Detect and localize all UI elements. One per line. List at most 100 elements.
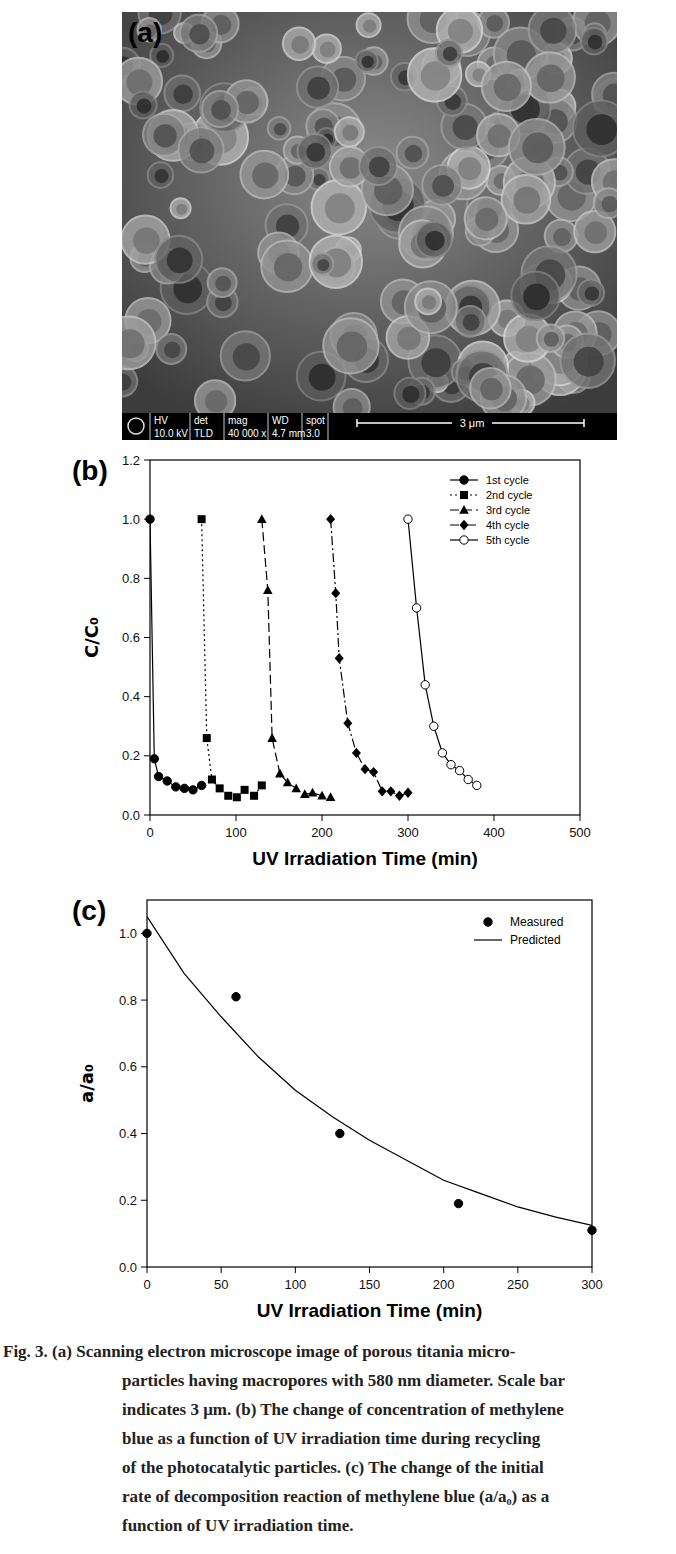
- x-tick: [443, 1267, 444, 1273]
- sem-pore: [588, 35, 603, 50]
- sem-pore: [320, 42, 336, 58]
- x-tick-label: 250: [507, 1277, 529, 1292]
- sem-particle: [312, 180, 366, 234]
- data-point: [361, 764, 370, 774]
- y-tick-label: 0.0: [119, 1260, 137, 1275]
- series-line: [331, 519, 408, 796]
- sem-pore: [274, 123, 286, 135]
- data-point: [447, 761, 455, 769]
- data-point: [263, 585, 273, 594]
- data-point: [257, 514, 267, 523]
- sem-pore: [154, 169, 168, 183]
- data-point: [369, 767, 378, 777]
- legend-label: Measured: [510, 915, 563, 929]
- sem-pore: [164, 342, 180, 358]
- sem-particle: [268, 117, 291, 140]
- sem-pore: [325, 193, 355, 223]
- data-point: [331, 588, 340, 598]
- info-value: 4.7 mm: [272, 428, 305, 439]
- sem-pore: [514, 187, 541, 214]
- panel-label: (c): [72, 895, 106, 926]
- x-tick: [322, 815, 323, 821]
- sem-particle: [537, 324, 564, 351]
- sem-particle: [502, 175, 551, 224]
- y-tick-label: 1.0: [119, 926, 137, 941]
- sem-pore: [342, 125, 358, 141]
- data-point: [232, 993, 240, 1001]
- data-point: [208, 776, 216, 784]
- x-tick-label: 200: [311, 825, 333, 840]
- y-tick-label: 0.0: [122, 808, 140, 823]
- data-point: [343, 718, 352, 728]
- caption-line: rate of decomposition reaction of methyl…: [122, 1487, 550, 1506]
- data-point: [300, 789, 310, 798]
- legend-label: 2nd cycle: [486, 489, 532, 501]
- y-tick: [141, 1066, 147, 1067]
- caption-line: Fig. 3. (a) Scanning electron microscope…: [3, 1342, 516, 1361]
- info-separator: [224, 413, 225, 440]
- data-point: [352, 748, 361, 758]
- sem-particle: [312, 34, 340, 62]
- y-tick-label: 0.2: [119, 1193, 137, 1208]
- data-point: [335, 653, 344, 663]
- x-tick: [236, 815, 237, 821]
- sem-particle: [560, 334, 614, 388]
- data-point: [291, 783, 301, 792]
- sem-pore: [553, 228, 571, 246]
- info-header: HV: [154, 415, 168, 426]
- legend-marker: [460, 491, 468, 499]
- sem-pore: [544, 332, 559, 347]
- data-point: [404, 515, 412, 523]
- sem-pore: [215, 276, 231, 292]
- x-tick: [408, 815, 409, 821]
- data-point: [283, 777, 293, 786]
- data-point: [438, 749, 446, 757]
- info-separator: [268, 413, 269, 440]
- sem-particle: [156, 334, 186, 364]
- sem-pore: [337, 332, 367, 362]
- data-point: [143, 929, 151, 937]
- x-tick: [221, 1267, 222, 1273]
- sem-pore: [236, 91, 259, 114]
- y-tick: [141, 1267, 147, 1268]
- y-tick-label: 0.6: [122, 630, 140, 645]
- sem-pore: [340, 157, 362, 179]
- caption-line: of the photocatalytic particles. (c) The…: [122, 1458, 544, 1477]
- x-tick-label: 150: [359, 1277, 381, 1292]
- sem-particle: [465, 197, 507, 239]
- info-separator: [150, 413, 151, 440]
- data-point: [317, 791, 327, 800]
- data-point: [454, 1199, 462, 1207]
- series-line: [147, 917, 592, 1226]
- info-header: mag: [228, 415, 247, 426]
- x-axis-title: UV Irradiation Time (min): [252, 848, 478, 869]
- y-tick: [144, 460, 150, 461]
- y-tick: [141, 1000, 147, 1001]
- data-point: [588, 1226, 596, 1234]
- sem-particle: [511, 272, 559, 320]
- data-point: [258, 781, 266, 789]
- info-value: 40 000 x: [228, 428, 266, 439]
- legend-label: 5th cycle: [486, 534, 529, 546]
- y-tick-label: 0.8: [122, 571, 140, 586]
- sem-particle: [122, 366, 137, 396]
- sem-pore: [458, 157, 481, 180]
- data-point: [224, 792, 232, 800]
- sem-pore: [306, 143, 325, 162]
- sem-particle: [470, 368, 511, 409]
- legend-label: 1st cycle: [486, 474, 529, 486]
- data-point: [464, 775, 472, 783]
- legend-label: Predicted: [510, 933, 561, 947]
- sem-particle: [335, 117, 364, 146]
- sem-pore: [211, 100, 231, 120]
- info-value: TLD: [194, 428, 213, 439]
- sem-pore: [173, 85, 193, 105]
- sem-particle: [405, 281, 457, 333]
- y-tick: [144, 696, 150, 697]
- sem-particle: [221, 331, 270, 380]
- sem-particle: [573, 101, 617, 157]
- data-point: [455, 766, 463, 774]
- scale-label: 3 μm: [460, 417, 485, 429]
- x-tick: [369, 1267, 370, 1273]
- data-point: [326, 514, 335, 524]
